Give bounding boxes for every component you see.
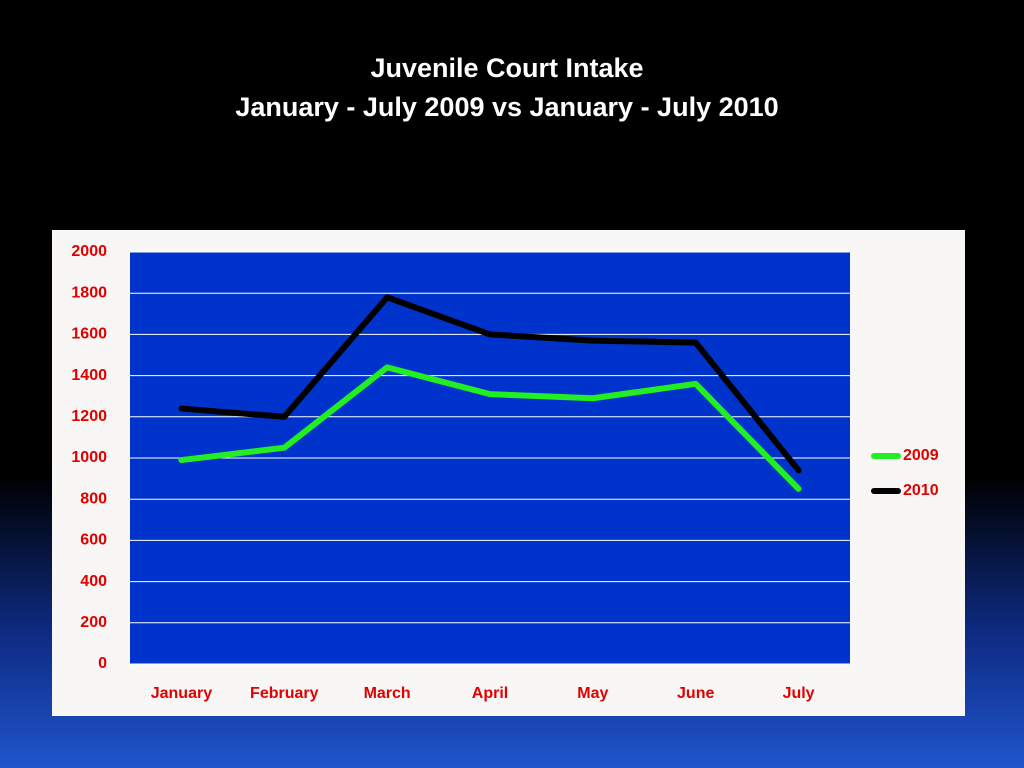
y-tick-label: 800 [80, 490, 107, 507]
x-tick-label: May [577, 685, 608, 702]
legend-label: 2010 [903, 482, 939, 499]
y-tick-label: 1800 [71, 284, 107, 301]
y-tick-label: 1400 [71, 367, 107, 384]
y-tick-label: 200 [80, 614, 107, 631]
y-tick-label: 1000 [71, 449, 107, 466]
y-tick-label: 0 [98, 655, 107, 672]
x-tick-label: July [783, 685, 815, 702]
data-line [178, 294, 802, 474]
y-tick-label: 1200 [71, 408, 107, 425]
chart-subtitle: January - July 2009 vs January - July 20… [235, 92, 778, 122]
y-tick-label: 2000 [71, 243, 107, 260]
x-tick-label: February [250, 685, 319, 702]
data-line [178, 364, 802, 492]
legend-label: 2009 [903, 447, 939, 464]
y-tick-label: 1600 [71, 326, 107, 343]
x-tick-label: June [677, 685, 714, 702]
y-tick-label: 600 [80, 532, 107, 549]
chart-title: Juvenile Court Intake [370, 53, 643, 83]
x-tick-label: April [472, 685, 508, 702]
x-tick-label: March [364, 685, 411, 702]
y-tick-label: 400 [80, 573, 107, 590]
x-tick-label: January [151, 685, 212, 702]
